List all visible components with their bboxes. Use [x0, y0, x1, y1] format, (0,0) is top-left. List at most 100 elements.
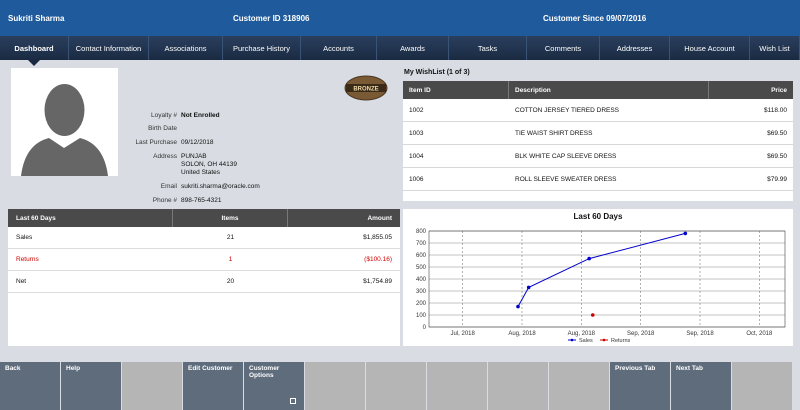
empty-button: [488, 362, 548, 410]
customer-options-button[interactable]: Customer Options: [244, 362, 304, 410]
help-button[interactable]: Help: [61, 362, 121, 410]
y-tick-label: 800: [416, 229, 427, 235]
tab-accounts[interactable]: Accounts: [301, 36, 377, 60]
tab-tasks[interactable]: Tasks: [449, 36, 527, 60]
empty-button: [549, 362, 609, 410]
y-tick-label: 200: [416, 301, 427, 307]
wishlist-title: My WishList (1 of 3): [404, 69, 470, 76]
field-value: SOLON, OH 44139: [181, 161, 237, 168]
plot-frame: [428, 230, 786, 328]
stat-amount: $1,754.89: [363, 278, 392, 285]
stats-col-amount: Amount: [367, 214, 392, 222]
wishlist-col-desc: Description: [509, 81, 709, 99]
field-label: Address: [153, 153, 177, 160]
table-row[interactable]: 1002 COTTON JERSEY TIERED DRESS $118.00: [403, 99, 793, 122]
tab-house-account[interactable]: House Account: [670, 36, 750, 60]
y-tick-label: 700: [416, 241, 427, 247]
chart-title: Last 60 Days: [573, 212, 623, 221]
field-label: Phone #: [152, 197, 177, 204]
legend-marker: [602, 338, 606, 342]
customer-id: Customer ID 318906: [233, 14, 310, 23]
action-button-bar: Back Help Edit Customer Customer Options Pre…: [0, 362, 800, 410]
table-row: Net 20 $1,754.89: [8, 271, 400, 293]
data-point-sales: [526, 285, 531, 290]
tab-associations[interactable]: Associations: [149, 36, 223, 60]
button-label: Edit Customer: [188, 365, 233, 372]
edit-customer-button[interactable]: Edit Customer: [183, 362, 243, 410]
stat-label: Sales: [16, 234, 33, 241]
avatar: [11, 68, 118, 176]
tab-addresses[interactable]: Addresses: [600, 36, 670, 60]
field-label: Birth Date: [148, 125, 177, 132]
x-tick-label: Sep, 2018: [627, 331, 655, 337]
stats-col-label: Last 60 Days: [8, 209, 173, 227]
chart-canvas: 0 100 200 300 400 500 600 700 800 Jul, 2018 Aug, 2…: [416, 229, 786, 344]
field-value: Not Enrolled: [181, 112, 220, 119]
data-point-sales: [516, 304, 520, 309]
tab-purchase-history[interactable]: Purchase History: [223, 36, 301, 60]
series-line-sales: [517, 232, 686, 307]
stats-col-items: Items: [173, 209, 288, 227]
wishlist-table: Item ID Description Price 1002 COTTON JE…: [403, 81, 793, 201]
table-row[interactable]: 1004 BLK WHITE CAP SLEEVE DRESS $69.50: [403, 145, 793, 168]
tab-wish-list[interactable]: Wish List: [750, 36, 800, 60]
empty-button: [305, 362, 365, 410]
customer-since: Customer Since 09/07/2016: [543, 14, 647, 23]
wishlist-col-id: Item ID: [403, 81, 509, 99]
field-value: sukriti.sharma@oracle.com: [181, 183, 260, 190]
tab-comments[interactable]: Comments: [527, 36, 600, 60]
button-label: Back: [5, 365, 21, 372]
y-tick-label: 300: [416, 289, 427, 295]
item-price: $118.00: [763, 106, 787, 114]
x-tick-label: Sep, 2018: [686, 331, 714, 337]
stat-amount: ($100.16): [364, 256, 392, 263]
last-60-days-table: Last 60 Days Items Amount Sales 21 $1,85…: [8, 209, 400, 346]
customer-header: Sukriti Sharma Customer ID 318906 Custom…: [0, 0, 800, 36]
data-point-returns: [590, 313, 595, 317]
stat-items: 21: [226, 234, 235, 241]
table-row[interactable]: 1003 TIE WAIST SHIRT DRESS $69.50: [403, 122, 793, 145]
stat-items: 20: [226, 278, 235, 285]
item-description: BLK WHITE CAP SLEEVE DRESS: [515, 152, 617, 160]
sales-chart: Last 60 Days 0 100 200 300 400 500 600 700 800 Ju…: [403, 209, 793, 346]
button-label: Next Tab: [676, 365, 703, 372]
item-id: 1003: [409, 129, 424, 137]
stat-label: Returns: [16, 256, 39, 263]
item-price: $69.50: [767, 129, 787, 137]
y-tick-label: 500: [416, 265, 427, 271]
tab-bar: Dashboard Contact Information Associations…: [0, 36, 800, 66]
dropdown-icon: [290, 398, 296, 404]
back-button[interactable]: Back: [0, 362, 60, 410]
tab-contact-information[interactable]: Contact Information: [69, 36, 149, 60]
table-row[interactable]: 1006 ROLL SLEEVE SWEATER DRESS $79.99: [403, 168, 793, 191]
table-row: Sales 21 $1,855.05: [8, 227, 400, 249]
data-point-sales: [587, 256, 591, 261]
x-tick-label: Aug, 2018: [508, 331, 536, 337]
empty-button: [427, 362, 487, 410]
legend-marker: [570, 338, 574, 342]
field-label: Email: [160, 183, 177, 190]
tab-dashboard[interactable]: Dashboard: [0, 36, 69, 66]
button-label: Customer Options: [249, 365, 280, 379]
data-point-sales: [683, 231, 688, 236]
item-description: TIE WAIST SHIRT DRESS: [515, 129, 593, 137]
tab-awards[interactable]: Awards: [377, 36, 449, 60]
button-label: Help: [66, 365, 81, 372]
y-tick-label: 100: [416, 313, 427, 319]
stat-items: 1: [228, 256, 233, 263]
x-tick-label: Aug, 2018: [568, 331, 596, 337]
field-label: Last Purchase: [135, 139, 177, 146]
item-id: 1006: [409, 175, 424, 183]
previous-tab-button[interactable]: Previous Tab: [610, 362, 670, 410]
next-tab-button[interactable]: Next Tab: [671, 362, 731, 410]
x-tick-label: Oct, 2018: [746, 331, 773, 337]
legend-label: Returns: [611, 338, 631, 344]
x-tick-label: Jul, 2018: [450, 331, 475, 337]
customer-name: Sukriti Sharma: [8, 14, 65, 23]
field-label: Loyalty #: [150, 112, 177, 119]
stat-label: Net: [16, 278, 27, 285]
field-value: United States: [181, 169, 221, 176]
legend-label: Sales: [579, 338, 593, 344]
field-value: PUNJAB: [181, 153, 207, 160]
field-value: 09/12/2018: [181, 139, 214, 146]
